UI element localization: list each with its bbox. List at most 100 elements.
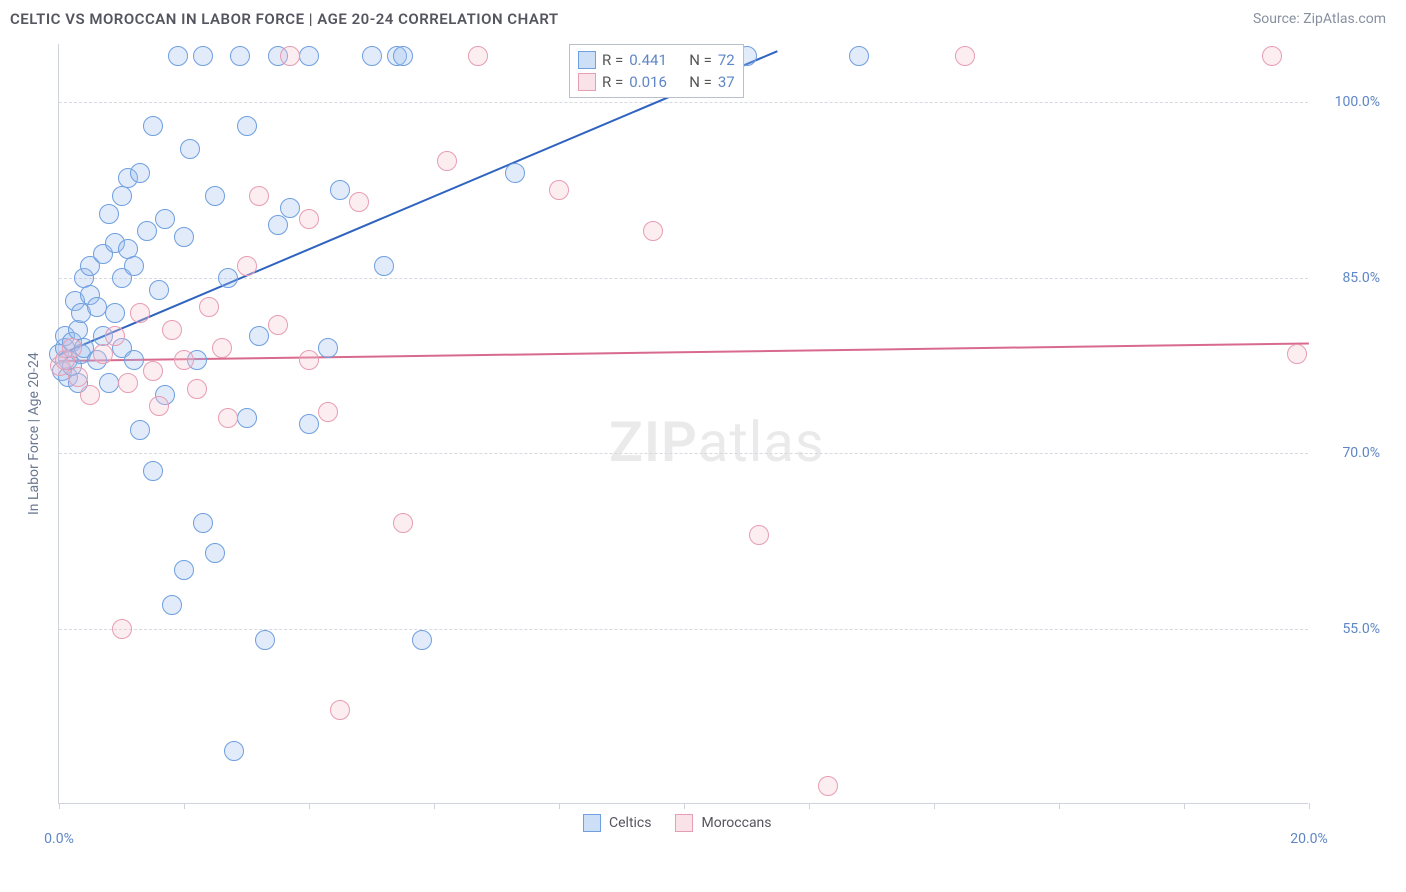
data-point <box>643 221 663 241</box>
series-legend: Celtics Moroccans <box>583 814 772 832</box>
x-tick <box>1184 803 1185 809</box>
x-tick <box>1309 803 1310 809</box>
data-point <box>268 215 288 235</box>
data-point <box>237 256 257 276</box>
data-point <box>330 180 350 200</box>
legend-row: R =0.441N =72 <box>578 49 735 71</box>
data-point <box>249 326 269 346</box>
data-point <box>205 543 225 563</box>
data-point <box>299 46 319 66</box>
legend-r-value: 0.016 <box>629 73 677 91</box>
gridline <box>59 453 1308 454</box>
data-point <box>130 420 150 440</box>
data-point <box>68 367 88 387</box>
legend-n-value: 37 <box>718 73 735 91</box>
y-tick-label: 85.0% <box>1342 270 1380 286</box>
y-tick-label: 55.0% <box>1342 621 1380 637</box>
x-tick <box>559 803 560 809</box>
data-point <box>124 256 144 276</box>
regression-line <box>59 342 1309 362</box>
legend-item: Celtics <box>583 814 651 832</box>
data-point <box>230 46 250 66</box>
legend-item: Moroccans <box>675 814 771 832</box>
data-point <box>180 139 200 159</box>
data-point <box>124 350 144 370</box>
y-axis-label: In Labor Force | Age 20-24 <box>26 352 42 515</box>
x-tick <box>434 803 435 809</box>
data-point <box>362 46 382 66</box>
data-point <box>137 221 157 241</box>
x-tick-label: 20.0% <box>1290 831 1328 847</box>
y-tick-label: 70.0% <box>1342 445 1380 461</box>
x-tick <box>684 803 685 809</box>
data-point <box>224 741 244 761</box>
watermark-light: atlas <box>698 409 825 475</box>
data-point <box>237 116 257 136</box>
data-point <box>1287 344 1307 364</box>
x-tick <box>934 803 935 809</box>
data-point <box>374 256 394 276</box>
x-tick <box>184 803 185 809</box>
data-point <box>99 204 119 224</box>
data-point <box>218 408 238 428</box>
data-point <box>130 163 150 183</box>
legend-swatch <box>583 814 601 832</box>
data-point <box>818 776 838 796</box>
correlation-legend: R = 0.441 N = 72 R = 0.016 N = 37 <box>569 44 744 98</box>
data-point <box>299 209 319 229</box>
data-point <box>143 361 163 381</box>
data-point <box>174 227 194 247</box>
chart-container: In Labor Force | Age 20-24 ZIPatlas 55.0… <box>10 40 1396 840</box>
gridline <box>59 629 1308 630</box>
data-point <box>955 46 975 66</box>
data-point <box>162 320 182 340</box>
x-tick <box>59 803 60 809</box>
data-point <box>155 209 175 229</box>
data-point <box>105 326 125 346</box>
data-point <box>130 303 150 323</box>
legend-swatch <box>578 51 596 69</box>
data-point <box>349 192 369 212</box>
data-point <box>99 373 119 393</box>
data-point <box>393 513 413 533</box>
data-point <box>318 402 338 422</box>
legend-row: R = 0.016 N = 37 <box>578 71 735 93</box>
data-point <box>505 163 525 183</box>
gridline <box>59 102 1308 103</box>
legend-n-label: N = <box>689 73 712 91</box>
data-point <box>299 414 319 434</box>
legend-n-value: 72 <box>718 51 735 69</box>
data-point <box>218 268 238 288</box>
data-point <box>255 630 275 650</box>
data-point <box>268 315 288 335</box>
legend-r-value: 0.441 <box>629 51 677 69</box>
legend-swatch <box>578 73 596 91</box>
data-point <box>212 338 232 358</box>
data-point <box>174 560 194 580</box>
legend-r-label: R = <box>602 73 623 91</box>
legend-swatch <box>675 814 693 832</box>
data-point <box>143 116 163 136</box>
data-point <box>549 180 569 200</box>
data-point <box>87 297 107 317</box>
data-point <box>112 186 132 206</box>
data-point <box>412 630 432 650</box>
watermark-bold: ZIP <box>609 409 698 475</box>
gridline <box>59 278 1308 279</box>
data-point <box>237 408 257 428</box>
data-point <box>168 46 188 66</box>
data-point <box>93 344 113 364</box>
data-point <box>112 619 132 639</box>
watermark: ZIPatlas <box>609 409 825 475</box>
data-point <box>143 461 163 481</box>
data-point <box>193 46 213 66</box>
data-point <box>437 151 457 171</box>
data-point <box>849 46 869 66</box>
legend-series-name: Moroccans <box>701 815 771 831</box>
data-point <box>299 350 319 370</box>
legend-n-label: N = <box>689 51 712 69</box>
data-point <box>318 338 338 358</box>
x-tick <box>1059 803 1060 809</box>
data-point <box>1262 46 1282 66</box>
data-point <box>393 46 413 66</box>
